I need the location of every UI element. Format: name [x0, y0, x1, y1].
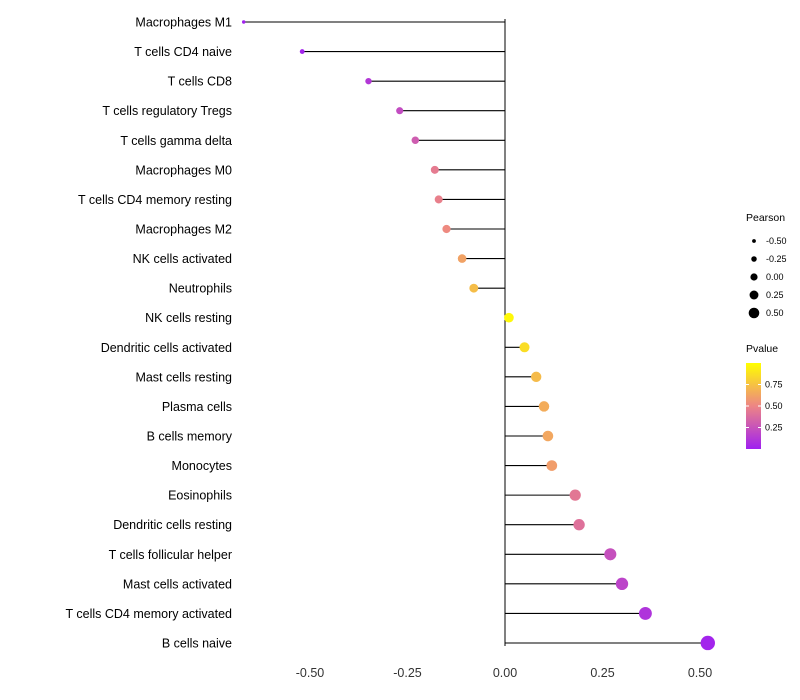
size-legend-label: 0.25 — [766, 290, 784, 300]
pearson-dot — [442, 224, 451, 234]
pearson-dot — [519, 342, 530, 353]
category-label: Macrophages M0 — [135, 163, 232, 177]
color-legend-label: 0.50 — [765, 401, 783, 411]
size-legend-label: 0.50 — [766, 308, 784, 318]
pearson-dot — [434, 195, 443, 204]
category-label: NK cells activated — [133, 252, 232, 266]
color-legend-label: 0.75 — [765, 380, 783, 390]
category-label: Eosinophils — [168, 489, 232, 503]
size-legend-dot — [749, 290, 759, 300]
pearson-dot — [615, 577, 629, 591]
category-label: Mast cells activated — [123, 577, 232, 591]
pearson-dot — [469, 283, 479, 293]
size-legend-label: -0.50 — [766, 236, 787, 246]
category-label: T cells CD4 memory resting — [78, 193, 232, 207]
pearson-dot — [546, 460, 558, 471]
category-label: B cells memory — [147, 429, 233, 443]
size-legend-dot — [748, 307, 760, 319]
x-tick-label: 0.00 — [493, 666, 517, 680]
size-legend-dot — [751, 256, 757, 262]
size-legend-title: Pearson — [746, 212, 785, 224]
pearson-dot — [365, 77, 372, 85]
category-label: T cells regulatory Tregs — [102, 104, 232, 118]
pearson-dot — [299, 49, 305, 54]
pearson-dot — [430, 165, 439, 174]
category-label: Plasma cells — [162, 400, 232, 414]
category-label: T cells gamma delta — [120, 134, 232, 148]
pearson-dot — [396, 107, 404, 115]
color-legend-title: Pvalue — [746, 343, 778, 355]
category-label: Macrophages M1 — [135, 16, 232, 30]
category-label: NK cells resting — [145, 311, 232, 325]
category-label: Neutrophils — [169, 282, 232, 296]
x-tick-label: 0.25 — [590, 666, 614, 680]
category-label: Mast cells resting — [135, 370, 232, 384]
category-label: T cells follicular helper — [109, 548, 232, 562]
pearson-dot — [700, 635, 715, 651]
category-label: T cells CD4 memory activated — [66, 607, 233, 621]
x-tick-label: -0.25 — [393, 666, 422, 680]
size-legend-label: 0.00 — [766, 272, 784, 282]
pearson-dot — [538, 401, 550, 412]
pearson-dot — [569, 489, 581, 501]
category-label: Macrophages M2 — [135, 222, 232, 236]
category-label: T cells CD4 naive — [134, 45, 232, 59]
size-legend-dot — [752, 239, 756, 243]
size-legend-dot — [750, 273, 758, 281]
category-label: Dendritic cells activated — [101, 341, 232, 355]
x-tick-label: 0.50 — [688, 666, 712, 680]
pvalue-gradient-bar — [746, 363, 761, 449]
category-label: Dendritic cells resting — [113, 518, 232, 532]
color-legend-label: 0.25 — [765, 423, 783, 433]
pearson-dot — [241, 20, 246, 24]
category-label: B cells naive — [162, 636, 232, 650]
pearson-dot — [411, 136, 420, 145]
pearson-dot — [542, 430, 554, 442]
pearson-dot — [457, 254, 467, 263]
pearson-dot — [504, 312, 514, 323]
category-label: T cells CD8 — [168, 75, 232, 89]
pearson-dot — [604, 548, 617, 561]
pearson-dot — [531, 371, 542, 383]
pearson-dot — [638, 606, 652, 620]
pearson-dot — [573, 519, 585, 531]
x-tick-label: -0.50 — [296, 666, 325, 680]
category-label: Monocytes — [172, 459, 232, 473]
size-legend-label: -0.25 — [766, 254, 787, 264]
